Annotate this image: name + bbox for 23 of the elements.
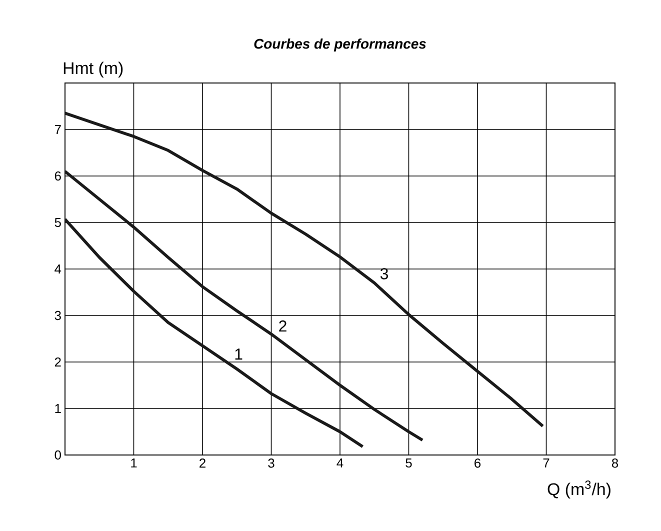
y-tick-label: 1 [55, 404, 61, 413]
x-tick-label: 8 [612, 458, 618, 468]
x-tick-label: 3 [268, 458, 274, 468]
y-tick-label: 4 [54, 264, 62, 274]
y-tick-label: 5 [54, 218, 61, 228]
line-series [65, 170, 424, 442]
chart-title: Courbes de performances [254, 38, 426, 52]
x-tick-label: 5 [406, 458, 412, 468]
series-label: 2 [279, 320, 286, 332]
x-tick-label: 6 [474, 458, 481, 468]
series-label: 3 [380, 268, 388, 280]
x-tick-label: 1 [131, 458, 137, 468]
y-tick-label: 7 [54, 125, 61, 134]
x-tick-label: 2 [200, 458, 206, 468]
y-axis-title: Hmt (m) [64, 62, 123, 78]
y-tick-label: 2 [54, 357, 61, 367]
series-label: 1 [235, 348, 242, 360]
y-tick-label: 6 [54, 171, 61, 181]
x-tick-label: 4 [336, 458, 344, 468]
y-tick-label: 0 [54, 450, 61, 460]
y-tick-label: 3 [54, 310, 61, 320]
x-axis-title: Q (m$^{3}$/h) [548, 480, 610, 499]
x-tick-label: 7 [543, 458, 550, 468]
